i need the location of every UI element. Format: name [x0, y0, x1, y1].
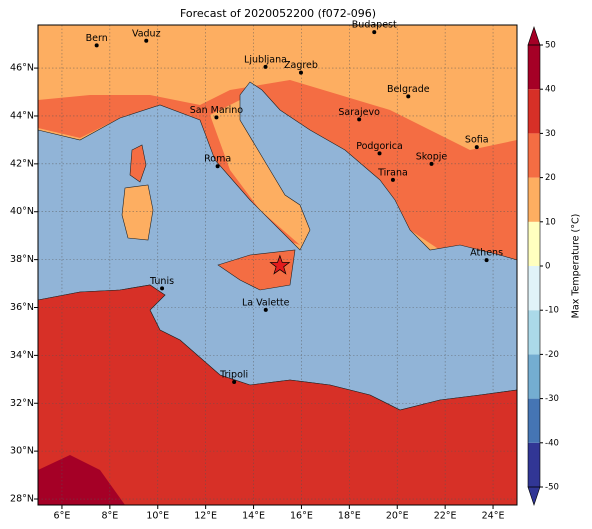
city-point [215, 164, 220, 169]
y-tick-label: 46°N [10, 63, 34, 74]
city-label: Tripoli [219, 369, 248, 380]
map-frame [37, 24, 518, 506]
x-tick-label: 8°E [101, 511, 118, 522]
colorbar-band [528, 266, 540, 311]
y-tick-label: 40°N [10, 206, 34, 217]
city-point [214, 115, 219, 120]
warm-land [38, 80, 517, 260]
city-point [357, 117, 362, 122]
city-label: Zagreb [284, 60, 318, 71]
colorbar-band [528, 133, 540, 178]
city-point [390, 177, 395, 182]
city-label: Sarajevo [338, 107, 380, 118]
city-point [144, 38, 149, 43]
city-label: Tunis [149, 276, 174, 287]
x-tick-label: 16°E [290, 511, 313, 522]
city-label: Podgorica [356, 141, 403, 152]
y-tick-label: 28°N [10, 494, 34, 505]
city-point [94, 43, 99, 48]
sicily [217, 249, 296, 291]
city-label: Vaduz [132, 28, 161, 39]
colorbar-extend-top [527, 26, 541, 46]
x-tick-label: 22°E [434, 511, 457, 522]
city-point [232, 379, 237, 384]
colorbar-tick-label: -20 [545, 350, 559, 360]
city-label: Athens [470, 248, 503, 259]
colorbar-tick-label: -10 [545, 306, 559, 316]
x-tick-label: 12°E [194, 511, 217, 522]
colorbar-band [528, 221, 540, 266]
y-tick-label: 36°N [10, 302, 34, 313]
location-star [269, 254, 291, 275]
colorbar-band [528, 45, 540, 90]
colorbar-extend-bottom [527, 486, 541, 506]
colorbar-tick-label: 50 [545, 41, 556, 51]
colorbar-band [528, 354, 540, 399]
hot-region [38, 455, 125, 505]
colorbar-tick-label: -50 [545, 483, 559, 493]
y-tick-label: 30°N [10, 446, 34, 457]
colorbar-label: Max Temperature (°C) [571, 214, 582, 319]
city-label: Sofia [465, 135, 489, 146]
colorbar-band [528, 177, 540, 222]
city-point [377, 151, 382, 156]
city-label: Roma [204, 154, 231, 165]
city-label: Belgrade [387, 84, 430, 95]
city-label: Bern [86, 33, 108, 44]
x-tick-label: 20°E [386, 511, 409, 522]
city-label: Ljubljana [244, 54, 287, 65]
colorbar-tick-label: 40 [545, 85, 556, 95]
city-label: San Marino [190, 105, 243, 116]
y-tick-label: 32°N [10, 398, 34, 409]
sardinia [121, 184, 154, 241]
city-point [160, 286, 165, 291]
city-point [263, 64, 268, 69]
corsica [129, 144, 147, 183]
colorbar-band [528, 442, 540, 487]
x-tick-label: 6°E [54, 511, 71, 522]
y-tick-label: 38°N [10, 254, 34, 265]
city-point [298, 70, 303, 75]
x-tick-label: 10°E [146, 511, 169, 522]
colorbar-tick-label: 30 [545, 129, 556, 139]
colorbar-tick-label: 0 [545, 262, 550, 272]
x-tick-label: 18°E [338, 511, 361, 522]
title: Forecast of 2020052200 (f072-096) [180, 7, 376, 20]
x-tick-label: 24°E [482, 511, 505, 522]
colorbar-band [528, 398, 540, 443]
y-tick-label: 42°N [10, 158, 34, 169]
x-tick-label: 14°E [242, 511, 265, 522]
city-point [406, 94, 411, 99]
city-point [474, 145, 479, 150]
city-label: Tirana [377, 167, 408, 178]
city-point [263, 307, 268, 312]
city-point [429, 161, 434, 166]
city-point [372, 30, 377, 35]
y-tick-label: 44°N [10, 110, 34, 121]
colorbar-tick-label: 10 [545, 217, 556, 227]
colorbar-tick-label: -40 [545, 438, 559, 448]
city-label: La Valette [242, 297, 290, 308]
colorbar-tick-label: -30 [545, 394, 559, 404]
city-label: Skopje [416, 151, 448, 162]
colorbar-band [528, 89, 540, 134]
y-tick-label: 34°N [10, 350, 34, 361]
colorbar-band [528, 310, 540, 355]
city-point [484, 258, 489, 263]
colorbar-tick-label: 20 [545, 173, 556, 183]
